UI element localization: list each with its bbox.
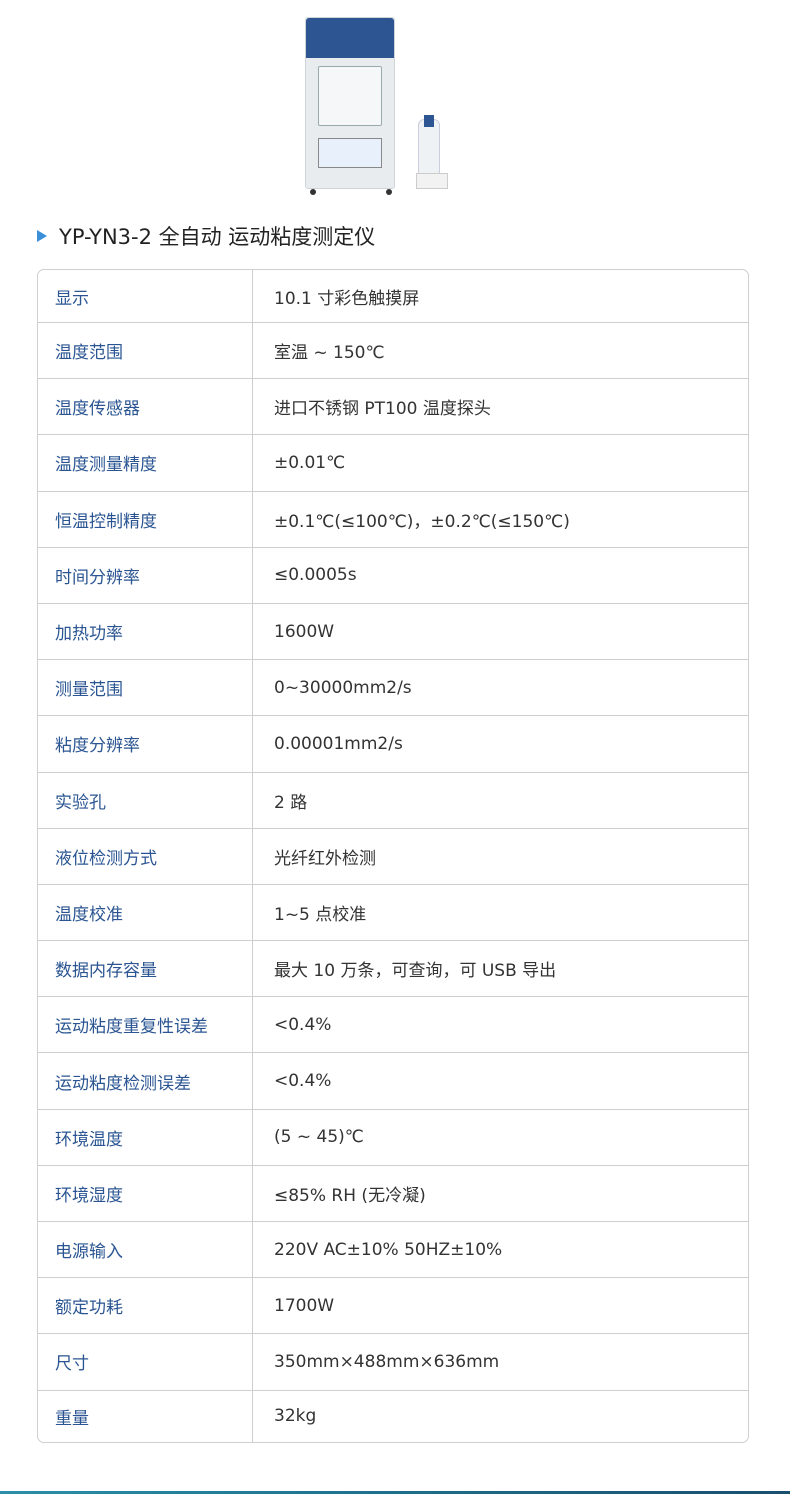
table-row: 恒温控制精度 ±0.1℃(≤100℃)，±0.2℃(≤150℃) [38,490,748,547]
table-row: 时间分辨率 ≤0.0005s [38,546,748,603]
spec-value: (5 ~ 45)℃ [274,1127,364,1148]
spec-label: 显示 [38,270,253,322]
product-image [300,15,460,195]
table-row: 环境湿度 ≤85% RH (无冷凝) [38,1164,748,1221]
table-row: 电源输入 220V AC±10% 50HZ±10% [38,1221,748,1278]
table-row: 重量 32kg [38,1389,748,1442]
table-row: 温度校准 1~5 点校准 [38,883,748,941]
table-row: 液位检测方式 光纤红外检测 [38,827,748,884]
product-title: YP-YN3-2 全自动 运动粘度测定仪 [59,225,376,249]
table-row: 数据内存容量 最大 10 万条，可查询，可 USB 导出 [38,940,748,997]
table-row: 尺寸 350mm×488mm×636mm [38,1333,748,1390]
spec-label: 温度范围 [38,323,253,379]
spec-label: 测量范围 [38,660,253,716]
spec-label: 温度测量精度 [38,435,253,491]
spec-label: 重量 [38,1390,253,1442]
table-row: 粘度分辨率 0.00001mm2/s [38,715,748,772]
spec-value: ±0.1℃(≤100℃)，±0.2℃(≤150℃) [274,511,570,532]
spec-value: 0~30000mm2/s [274,677,412,698]
table-row: 温度测量精度 ±0.01℃ [38,434,748,491]
spec-label: 运动粘度重复性误差 [38,997,253,1053]
spec-label: 运动粘度检测误差 [38,1053,253,1109]
spec-value: 0.00001mm2/s [274,733,403,754]
spec-label: 液位检测方式 [38,828,253,884]
table-row: 显示 10.1 寸彩色触摸屏 [38,270,748,322]
spec-value: 220V AC±10% 50HZ±10% [274,1239,503,1260]
spec-label: 温度传感器 [38,379,253,435]
section-title: YP-YN3-2 全自动 运动粘度测定仪 [37,221,375,251]
spec-value: 1~5 点校准 [274,904,367,925]
spec-value: 进口不锈钢 PT100 温度探头 [274,399,491,420]
spec-label: 加热功率 [38,603,253,660]
footer-divider [0,1491,790,1494]
spec-label: 温度校准 [38,884,253,941]
spec-value: <0.4% [274,1071,332,1092]
spec-value: ±0.01℃ [274,452,346,473]
spec-value: 1700W [274,1295,335,1316]
spec-label: 粘度分辨率 [38,716,253,772]
spec-value: 最大 10 万条，可查询，可 USB 导出 [274,961,557,982]
table-row: 运动粘度重复性误差 <0.4% [38,996,748,1053]
spec-value: ≤0.0005s [274,565,357,586]
spec-label: 电源输入 [38,1222,253,1278]
triangle-bullet-icon [37,230,47,242]
spec-value: 10.1 寸彩色触摸屏 [274,288,420,309]
table-row: 测量范围 0~30000mm2/s [38,659,748,716]
spec-value: ≤85% RH (无冷凝) [274,1185,426,1206]
table-row: 加热功率 1600W [38,602,748,660]
spec-value: 32kg [274,1406,317,1427]
spec-value: 光纤红外检测 [274,848,376,869]
table-row: 环境温度 (5 ~ 45)℃ [38,1108,748,1165]
table-row: 额定功耗 1700W [38,1277,748,1334]
spec-label: 数据内存容量 [38,941,253,997]
table-row: 实验孔 2 路 [38,771,748,828]
spec-label: 时间分辨率 [38,547,253,603]
spec-value: 2 路 [274,792,308,813]
spec-value: <0.4% [274,1014,332,1035]
spec-value: 室温 ~ 150℃ [274,343,385,364]
spec-table: 显示 10.1 寸彩色触摸屏 温度范围 室温 ~ 150℃ 温度传感器 进口不锈钢 PT1… [37,269,749,1443]
spec-label: 尺寸 [38,1334,253,1390]
spec-label: 环境温度 [38,1109,253,1165]
spec-label: 恒温控制精度 [38,491,253,547]
table-row: 温度范围 室温 ~ 150℃ [38,322,748,379]
spec-value: 1600W [274,621,335,642]
spec-label: 环境湿度 [38,1165,253,1221]
table-row: 温度传感器 进口不锈钢 PT100 温度探头 [38,378,748,435]
spec-label: 额定功耗 [38,1278,253,1334]
spec-value: 350mm×488mm×636mm [274,1351,500,1372]
spec-label: 实验孔 [38,772,253,828]
table-row: 运动粘度检测误差 <0.4% [38,1052,748,1109]
